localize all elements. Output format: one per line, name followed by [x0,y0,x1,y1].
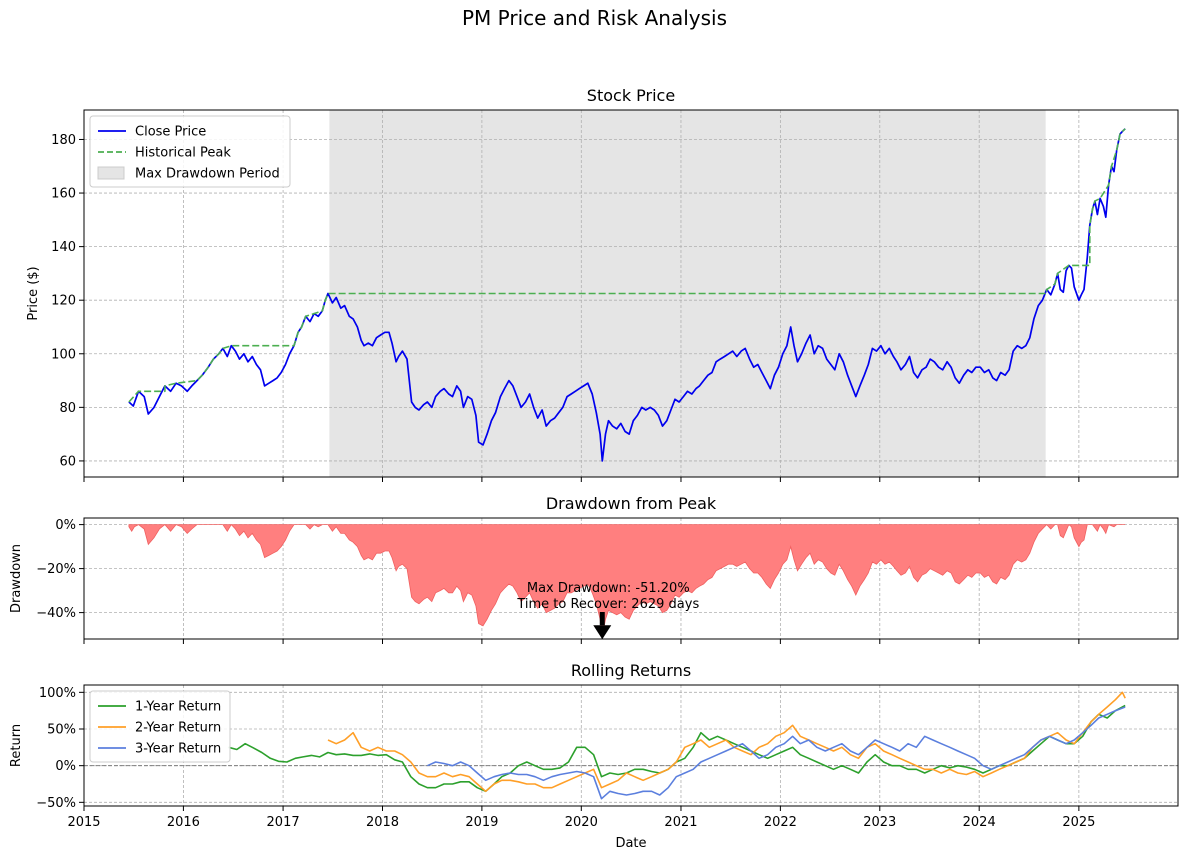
annotation-arrow-shaft [599,612,605,626]
panel-title: Stock Price [587,86,675,105]
y-tick-label: −40% [36,606,76,621]
legend-box [89,690,231,763]
axes-frame [83,517,1179,640]
panel-title: Rolling Returns [571,661,691,680]
legend-label: 1-Year Return [135,700,221,715]
x-tick-label: 2020 [565,815,598,830]
legend-label: 3-Year Return [135,742,221,757]
series-2-year-return [327,691,1126,793]
legend-label: Historical Peak [135,146,231,161]
y-tick-label: 100% [39,686,76,701]
y-tick-label: 0% [55,518,76,533]
max-drawdown-band [329,110,1046,477]
legend-swatch [97,166,125,180]
x-tick-label: 2024 [963,815,996,830]
y-axis-label: Return [9,724,24,767]
y-tick-label: 60 [59,454,76,469]
annotation-text: Max Drawdown: -51.20% [527,581,690,596]
axes-frame [83,109,1179,478]
y-tick-label: 140 [51,240,76,255]
legend: Close Price Historical Peak Max Drawdown P… [89,115,291,188]
x-tick-label: 2025 [1062,815,1095,830]
panel-2: Drawdown from Peak 0% −20% −40% Drawdown Max … [9,494,1179,644]
y-tick-label: 100 [51,347,76,362]
legend-label: 2-Year Return [135,721,221,736]
legend-label: Close Price [135,125,206,140]
panel-3: Rolling Returns 100% 50% 0% −50% Return 2015 20… [9,661,1179,851]
series-group [128,128,1126,462]
annotation-text: Time to Recover: 2629 days [516,597,699,612]
series-close-price [128,128,1126,462]
figure-title: PM Price and Risk Analysis [461,6,728,30]
series-group [128,523,1126,637]
series-historical-peak [128,128,1126,403]
x-tick-label: 2022 [764,815,797,830]
y-tick-label: 50% [47,723,76,738]
y-tick-label: 160 [51,187,76,202]
legend: 1-Year Return 2-Year Return 3-Year Return [89,690,231,763]
x-tick-label: 2015 [67,815,100,830]
x-axis-label: Date [615,836,646,851]
y-tick-label: 0% [55,759,76,774]
y-tick-label: 180 [51,133,76,148]
x-tick-label: 2019 [465,815,498,830]
y-tick-label: −20% [36,562,76,577]
axes-frame [83,684,1179,807]
y-tick-label: 80 [59,401,76,416]
panel-1: Stock Price 60 80 100 120 140 160 180 Price ($) C… [26,86,1179,482]
legend-box [89,115,291,188]
legend-label: Max Drawdown Period [135,167,280,182]
series-group [228,691,1126,800]
x-tick-label: 2017 [267,815,300,830]
x-tick-label: 2023 [863,815,896,830]
y-axis-label: Price ($) [26,266,41,320]
drawdown-area [128,523,1126,637]
panel-title: Drawdown from Peak [546,494,717,513]
x-tick-label: 2021 [664,815,697,830]
x-tick-label: 2016 [167,815,200,830]
y-tick-label: −50% [36,796,76,811]
y-axis-label: Drawdown [9,544,24,613]
annotation-arrow-head [593,625,612,640]
series-3-year-return [427,706,1126,800]
x-tick-label: 2018 [366,815,399,830]
y-tick-label: 120 [51,294,76,309]
